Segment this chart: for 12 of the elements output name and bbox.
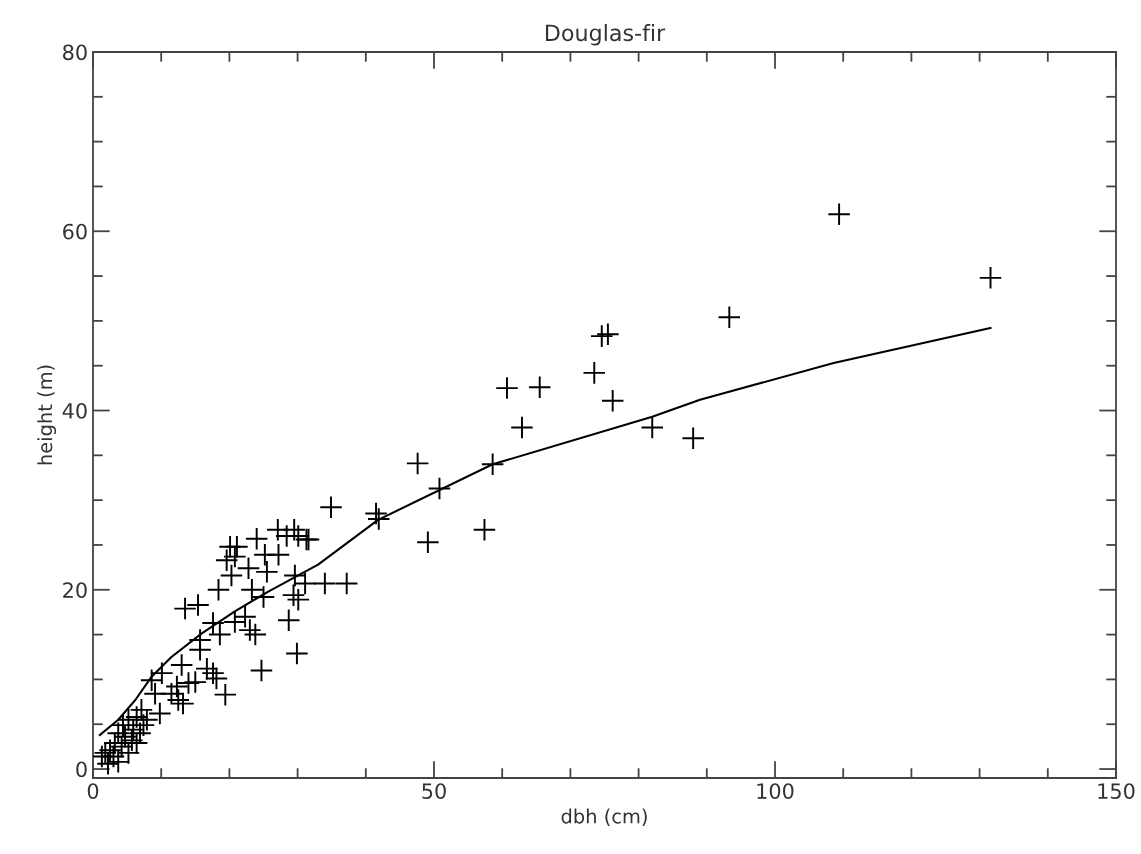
x-tick-label: 150 <box>1098 783 1135 799</box>
chart-title: Douglas-fir <box>545 24 666 46</box>
y-tick-label: 80 <box>63 44 87 61</box>
x-axis-title: dbh (cm) <box>561 808 647 826</box>
y-tick-label: 40 <box>62 402 87 419</box>
y-tick-label: 0 <box>76 761 87 778</box>
y-tick-label: 60 <box>63 223 87 240</box>
x-tick-label: 0 <box>87 783 99 799</box>
x-tick-label: 50 <box>422 783 446 799</box>
y-axis-title: height (m) <box>37 365 57 465</box>
x-tick-label: 100 <box>757 783 794 799</box>
y-tick-label: 20 <box>63 582 87 598</box>
